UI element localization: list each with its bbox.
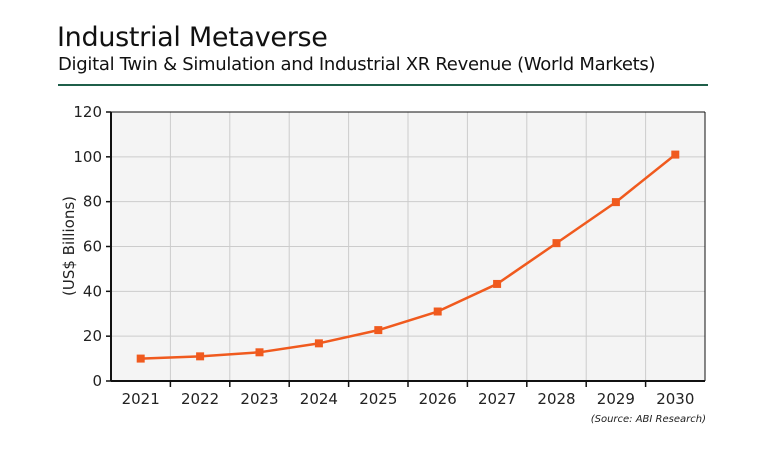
x-tick-label: 2030 (656, 390, 694, 408)
x-tick-label: 2023 (240, 390, 278, 408)
x-tick-label: 2022 (181, 390, 219, 408)
data-point-marker (196, 352, 205, 361)
chart-subtitle: Digital Twin & Simulation and Industrial… (58, 54, 656, 75)
y-axis-label: (US$ Billions) (60, 196, 78, 296)
data-point-marker (433, 307, 442, 316)
x-tick-label: 2024 (300, 390, 338, 408)
data-point-marker (671, 150, 680, 159)
x-tick-label: 2021 (122, 390, 160, 408)
data-point-marker (314, 339, 323, 348)
x-tick-label: 2027 (478, 390, 516, 408)
y-tick-label: 60 (83, 238, 102, 256)
title-divider (58, 84, 708, 86)
y-tick-label: 40 (83, 282, 102, 300)
x-tick-label: 2025 (359, 390, 397, 408)
y-tick-label: 80 (83, 193, 102, 211)
chart-title: Industrial Metaverse (57, 22, 328, 53)
y-tick-label: 0 (92, 372, 102, 390)
source-note: (Source: ABI Research) (590, 414, 706, 425)
x-tick-label: 2028 (537, 390, 575, 408)
data-point-marker (552, 239, 561, 248)
data-point-marker (136, 354, 145, 363)
data-point-marker (611, 198, 620, 207)
y-tick-label: 20 (83, 327, 102, 345)
y-tick-label: 120 (73, 103, 102, 121)
series-line (140, 153, 677, 360)
data-point-marker (493, 279, 502, 288)
x-tick-label: 2026 (419, 390, 457, 408)
y-tick-label: 100 (73, 148, 102, 166)
x-tick-label: 2029 (597, 390, 635, 408)
data-point-marker (255, 348, 264, 357)
data-point-marker (374, 326, 383, 335)
